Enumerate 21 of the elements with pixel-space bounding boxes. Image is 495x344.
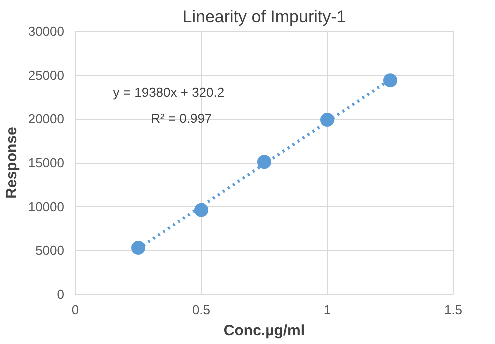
y-tick-label: 10000 bbox=[28, 199, 65, 214]
point bbox=[194, 203, 208, 218]
annotation: R² = 0.997 bbox=[151, 111, 212, 126]
chart-title: Linearity of Impurity-1 bbox=[182, 8, 346, 26]
point bbox=[320, 113, 334, 128]
point bbox=[384, 74, 398, 88]
y-tick-label: 5000 bbox=[36, 243, 64, 258]
y-tick-label: 25000 bbox=[28, 68, 65, 83]
y-axis-title: Response bbox=[3, 127, 20, 199]
point bbox=[258, 155, 272, 170]
x-tick-label: 0.5 bbox=[192, 302, 211, 318]
y-tick-label: 30000 bbox=[28, 24, 65, 39]
y-tick-label: 20000 bbox=[28, 112, 65, 127]
annotation: y = 19380x + 320.2 bbox=[113, 84, 225, 100]
y-tick-label: 15000 bbox=[28, 156, 65, 170]
x-tick-label: 1.5 bbox=[444, 302, 463, 318]
point bbox=[132, 241, 146, 256]
x-tick-label: 0 bbox=[72, 302, 80, 318]
x-axis-title: Conc.µg/ml bbox=[224, 322, 306, 340]
y-tick-label: 0 bbox=[57, 287, 65, 302]
x-tick-label: 1 bbox=[324, 302, 332, 318]
